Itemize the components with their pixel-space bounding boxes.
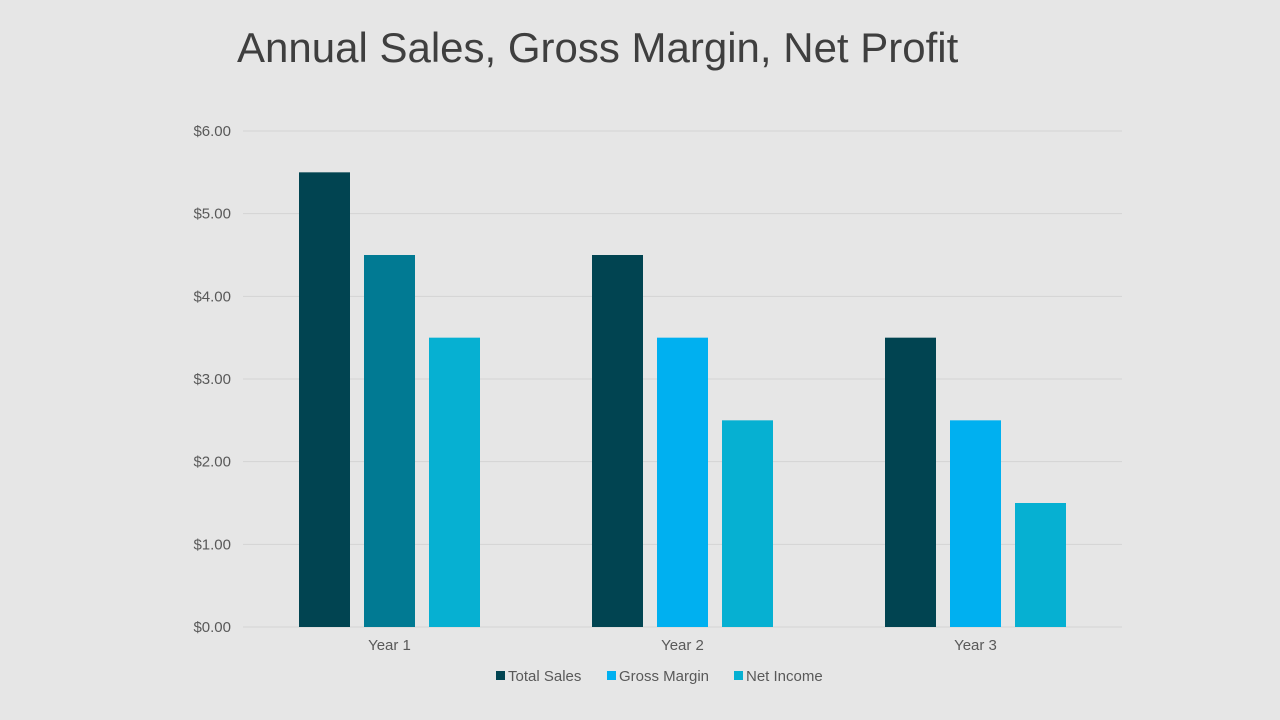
y-tick-label: $4.00 xyxy=(193,288,231,305)
legend-label: Total Sales xyxy=(508,668,581,685)
y-tick-label: $3.00 xyxy=(193,371,231,388)
bar-gross-margin-year-3 xyxy=(950,420,1001,627)
x-category-label: Year 3 xyxy=(954,637,997,654)
legend-swatch xyxy=(607,671,616,680)
y-tick-label: $0.00 xyxy=(193,619,231,636)
legend-swatch xyxy=(734,671,743,680)
slide-title: Annual Sales, Gross Margin, Net Profit xyxy=(237,24,959,71)
legend-label: Gross Margin xyxy=(619,668,709,685)
y-axis-tick-labels: $0.00 $1.00 $2.00 $3.00 $4.00 $5.00 $6.00 xyxy=(193,123,231,636)
bar-total-sales-year-1 xyxy=(299,172,350,628)
legend-swatch xyxy=(496,671,505,680)
bar-net-income-year-1 xyxy=(429,337,480,627)
x-axis-category-labels: Year 1 Year 2 Year 3 xyxy=(368,637,997,654)
bar-gross-margin-year-2 xyxy=(657,337,708,627)
bar-gross-margin-year-1 xyxy=(364,255,415,627)
y-tick-label: $5.00 xyxy=(193,206,231,223)
bar-total-sales-year-3 xyxy=(885,337,936,627)
bar-net-income-year-2 xyxy=(722,420,773,627)
y-tick-label: $6.00 xyxy=(193,123,231,140)
y-tick-label: $2.00 xyxy=(193,454,231,471)
x-category-label: Year 2 xyxy=(661,637,704,654)
legend: Total Sales Gross Margin Net Income xyxy=(496,668,823,685)
y-tick-label: $1.00 xyxy=(193,536,231,553)
bar-total-sales-year-2 xyxy=(592,255,643,627)
bars xyxy=(299,172,1066,628)
x-category-label: Year 1 xyxy=(368,637,411,654)
bar-net-income-year-3 xyxy=(1015,503,1066,627)
legend-label: Net Income xyxy=(746,668,823,685)
